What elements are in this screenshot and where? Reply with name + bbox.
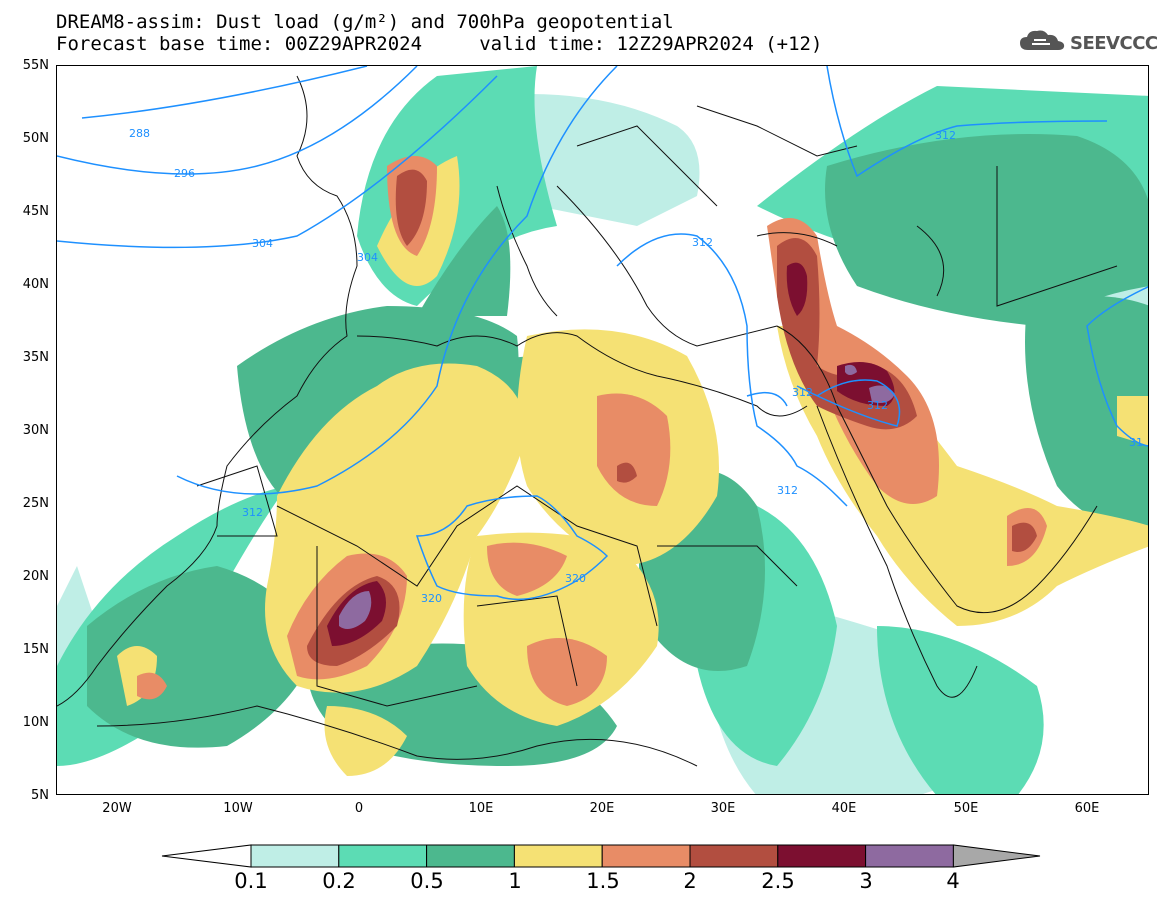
lon-label: 40E [831, 801, 857, 816]
lat-label: 15N [22, 642, 49, 657]
colorbar-segment [338, 844, 428, 868]
dust-band-3 [339, 364, 895, 630]
lon-label: 0 [354, 801, 364, 816]
colorbar-label: 0.2 [322, 869, 356, 893]
lat-label: 55N [22, 58, 49, 73]
lon-label: 10E [468, 801, 494, 816]
coastlines [57, 75, 1118, 767]
colorbar-segment [601, 844, 691, 868]
colorbar-svg [161, 844, 1041, 868]
map-canvas: 288 296 304 304 312 312 312 312 312 312 … [57, 66, 1148, 794]
lon-label: 20E [589, 801, 615, 816]
lat-label: 40N [22, 277, 49, 292]
geopotential-contours [57, 66, 1148, 601]
map-title: DREAM8-assim: Dust load (g/m²) and 700hP… [56, 11, 674, 33]
contour-label: 320 [421, 592, 442, 605]
cloud-icon [1018, 28, 1066, 58]
colorbar-label: 0.5 [410, 869, 444, 893]
colorbar [160, 842, 1050, 876]
colorbar-label: 1.5 [586, 869, 620, 893]
lat-label: 25N [22, 496, 49, 511]
colorbar-segment [865, 844, 954, 868]
lat-label: 50N [22, 131, 49, 146]
contour-label: 288 [129, 127, 150, 140]
contour-label: 320 [565, 572, 586, 585]
contour-label: 312 [867, 399, 888, 412]
lat-label: 20N [22, 569, 49, 584]
colorbar-label: 0.1 [234, 869, 268, 893]
contour-label: 312 [935, 129, 956, 142]
colorbar-segment [426, 844, 515, 868]
seevccc-logo: SEEVCCC [1018, 28, 1158, 58]
contour-label: 312 [242, 506, 263, 519]
logo-text: SEEVCCC [1070, 32, 1158, 54]
lon-label: 20W [102, 801, 132, 816]
lat-label: 45N [22, 204, 49, 219]
contour-label: 312 [792, 386, 813, 399]
contour-label: 31 [1129, 436, 1143, 449]
lon-label: 50E [953, 801, 979, 816]
lon-label: 10W [223, 801, 253, 816]
dust-load-map: 288 296 304 304 312 312 312 312 312 312 … [56, 65, 1149, 795]
contour-labels: 288 296 304 304 312 312 312 312 312 312 … [129, 127, 1143, 605]
lat-label: 35N [22, 350, 49, 365]
lat-label: 5N [31, 788, 49, 803]
colorbar-label: 2 [683, 869, 697, 893]
lat-label: 10N [22, 715, 49, 730]
forecast-time-subtitle: Forecast base time: 00Z29APR2024 valid t… [56, 33, 823, 55]
colorbar-label: 3 [859, 869, 873, 893]
colorbar-segment [250, 844, 340, 868]
colorbar-segment [689, 844, 779, 868]
contour-label: 304 [252, 237, 273, 250]
colorbar-label: 2.5 [761, 869, 795, 893]
colorbar-under-triangle [161, 844, 252, 868]
lon-label: 30E [710, 801, 736, 816]
colorbar-over-triangle [952, 844, 1041, 868]
lon-label: 60E [1074, 801, 1100, 816]
lat-label: 30N [22, 423, 49, 438]
contour-label: 296 [174, 167, 195, 180]
colorbar-label: 1 [508, 869, 522, 893]
contour-label: 304 [357, 251, 378, 264]
contour-label: 312 [777, 484, 798, 497]
contour-label: 312 [692, 236, 713, 249]
colorbar-segment [513, 844, 603, 868]
colorbar-label: 4 [946, 869, 960, 893]
colorbar-segment [777, 844, 867, 868]
